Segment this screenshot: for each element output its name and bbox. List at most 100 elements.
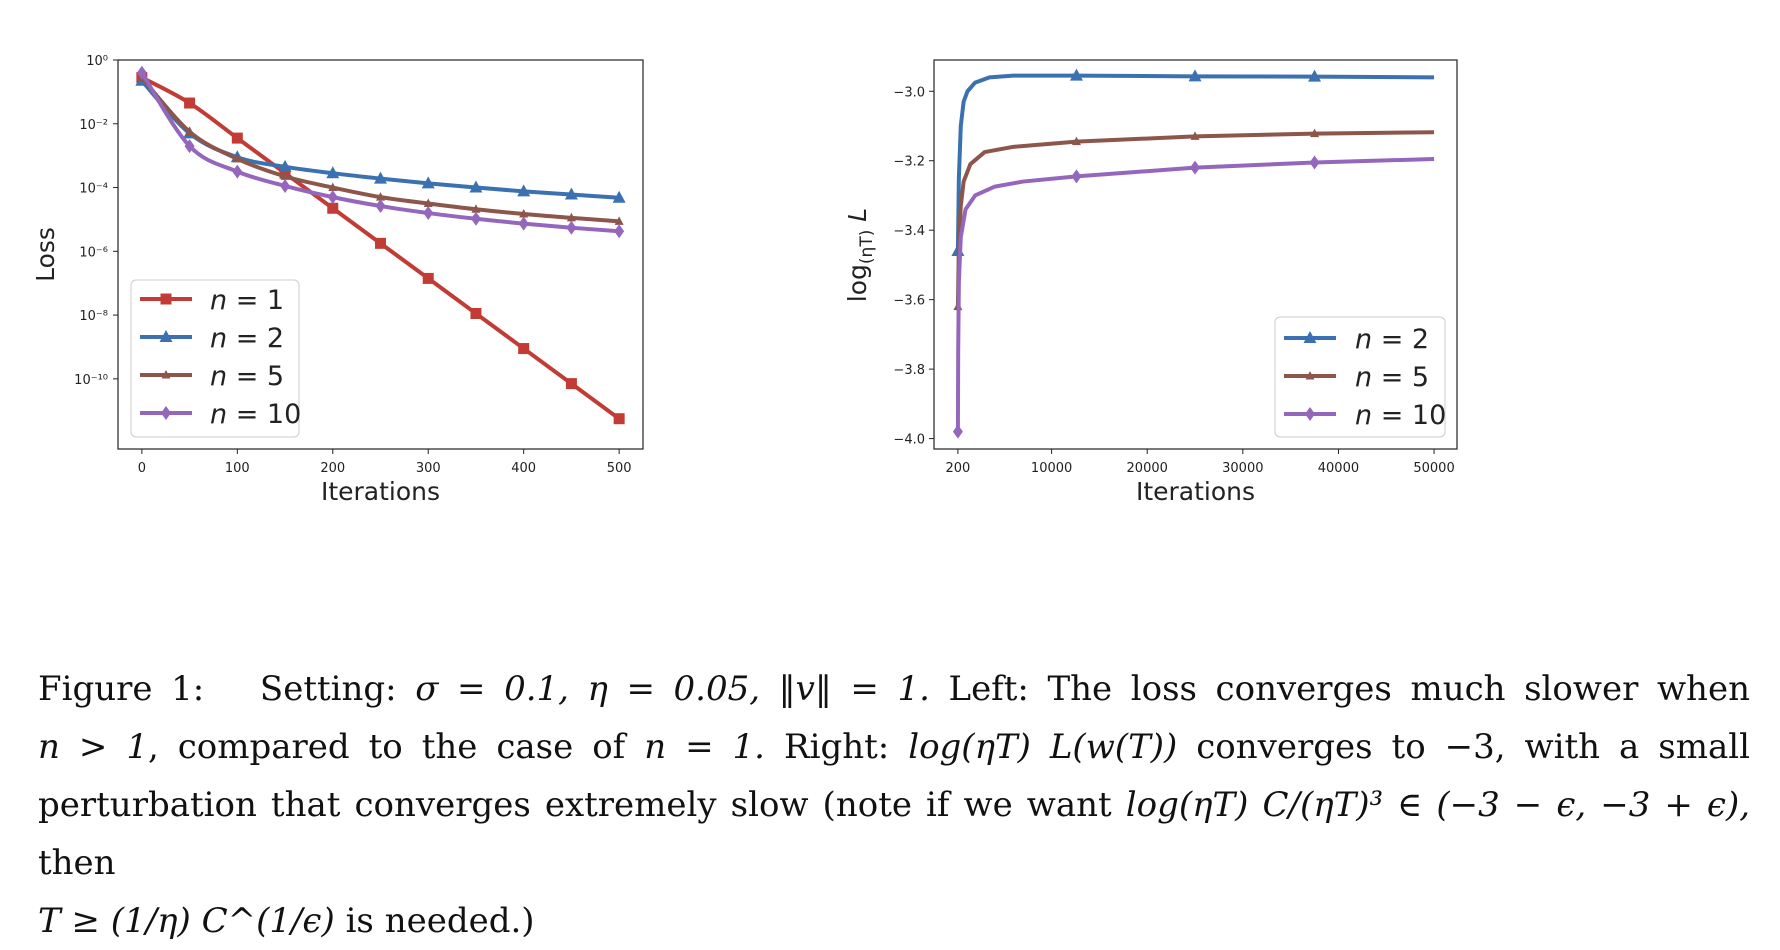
left-x-tick-label: 100 [225,461,250,476]
left-y-tick-label: 10⁻² [79,118,108,133]
legend-value: = 1 [227,285,284,316]
left-series-marker [374,171,387,184]
left-series-marker [469,180,483,193]
right-y-tick-label: −3.0 [893,85,925,100]
left-series-marker [232,153,242,163]
right-y-tick-label: −3.4 [893,224,925,239]
left-series-marker [184,139,195,154]
caption-left-text-a: The loss converges much slower when [1047,669,1750,709]
right-series-marker [1071,136,1081,146]
left-series-marker [328,182,338,192]
left-series-marker [136,65,147,80]
left-y-tick-label: 10⁻¹⁰ [74,373,108,388]
ylabel-log: log [843,264,872,302]
left-series-marker [423,198,433,207]
legend-var: n [210,285,227,316]
caption-label: Figure 1: [38,669,205,709]
log-loss-chart: 200 10000 20000 30000 40000 50000 −3.0 −3.2 −3.4… [843,59,1458,506]
right-x-tick-label: 20000 [1127,461,1168,476]
left-series-5 [137,72,624,225]
left-series-marker [423,206,434,221]
left-series-marker [375,199,386,214]
left-legend-marker [161,370,171,379]
right-legend-marker [1305,371,1315,380]
left-series-marker [614,216,624,225]
left-series-marker [613,413,625,425]
right-series-marker [1308,69,1322,82]
right-legend-label: n = 5 [1355,362,1429,393]
legend-var: n [1355,362,1372,393]
right-series-marker [1309,155,1320,170]
right-x-axis-title: Iterations [1136,477,1255,506]
left-x-tick-label: 0 [138,461,146,476]
legend-var: n [210,361,227,392]
right-plot-frame [933,59,1458,450]
left-y-tick-label: 10⁻⁸ [79,309,108,324]
right-legend-marker [1303,331,1317,343]
left-x-axis-title: Iterations [321,477,440,506]
right-series-line [955,130,1435,307]
caption-right-text-a: converges to −3, with a small [1196,727,1750,767]
left-legend-marker [159,330,173,342]
left-series-marker [232,164,243,179]
left-series-marker [470,307,482,319]
left-y-tick-label: 10⁻⁶ [79,245,108,260]
left-series-marker [518,343,530,355]
left-legend-label: n = 5 [210,361,284,392]
right-y-tick-label: −3.2 [893,155,925,170]
legend-value: = 2 [227,323,284,354]
caption-right-label: Right: [783,727,890,767]
caption-math-setting: σ = 0.1, η = 0.05, ‖v‖ = 1. [415,669,930,709]
caption-right-text-d: is needed.) [345,901,535,941]
legend-value: = 10 [1372,400,1446,431]
left-series-marker [614,224,625,239]
left-x-tick-label: 200 [320,461,345,476]
legend-value: = 5 [227,361,284,392]
caption-right-text-c: then [38,843,116,883]
right-x-tick-label: 50000 [1413,461,1454,476]
right-series-marker [1190,160,1201,175]
left-series-10 [136,65,625,239]
left-x-tick-label: 300 [416,461,441,476]
caption-setting: Setting: [259,669,397,709]
caption-line-1: Figure 1: Setting: σ = 0.1, η = 0.05, ‖v… [38,660,1750,718]
left-y-axis-title: Loss [31,227,60,282]
caption-line-3: perturbation that converges extremely sl… [38,776,1750,892]
left-legend-box [130,279,300,438]
left-series-marker [612,190,626,203]
caption-line-4: T ≥ (1/η) C^(1/ϵ) is needed.) [38,892,1750,950]
right-series-marker [1069,68,1083,81]
left-series-marker [327,190,338,205]
right-series-marker [952,424,963,439]
figure-caption: Figure 1: Setting: σ = 0.1, η = 0.05, ‖v… [38,660,1750,950]
left-series-marker [517,184,531,197]
legend-var: n [1355,400,1372,431]
left-series-marker [278,159,292,172]
left-x-tick-label: 400 [511,461,536,476]
left-x-tick-label: 500 [607,461,632,476]
right-series-line [955,73,1435,252]
caption-line-2: n > 1, compared to the case of n = 1. Ri… [38,718,1750,776]
left-series-marker [566,212,576,222]
left-legend-label: n = 1 [210,285,284,316]
left-legend-label: n = 10 [210,399,301,430]
caption-math-t-bound: T ≥ (1/η) C^(1/ϵ) [38,901,335,941]
left-plot-frame [117,59,644,450]
caption-math-n-eq-1: n = 1. [644,727,765,767]
right-x-tick-label: 200 [945,461,970,476]
left-series-marker [519,209,529,218]
right-y-axis-title: log(ηT) L [843,208,877,302]
left-series-2 [135,73,626,203]
right-y-tick-label: −3.8 [893,363,925,378]
right-legend-marker [1305,407,1315,421]
left-series-marker [470,211,481,226]
left-series-marker [185,126,195,136]
left-series-marker [375,237,386,249]
left-legend-marker [160,293,172,305]
right-series-marker [1188,69,1202,82]
caption-math-n-gt-1: n > 1 [38,727,148,767]
right-series-marker [1310,128,1320,138]
right-y-tick-label: −3.6 [893,294,925,309]
caption-left-label: Left: [948,669,1029,709]
right-legend: n = 2n = 5n = 10 [1274,316,1446,438]
